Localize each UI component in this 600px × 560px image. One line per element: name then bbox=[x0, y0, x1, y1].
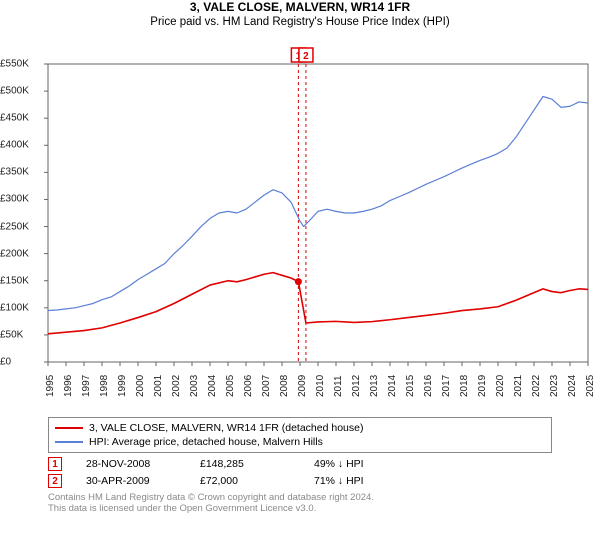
x-tick-label: 2010 bbox=[315, 375, 326, 397]
transaction-row: 1 28-NOV-2008 £148,285 49% ↓ HPI bbox=[48, 457, 552, 471]
legend-label: 3, VALE CLOSE, MALVERN, WR14 1FR (detach… bbox=[89, 422, 363, 434]
legend: 3, VALE CLOSE, MALVERN, WR14 1FR (detach… bbox=[48, 417, 552, 453]
x-axis-labels: 1995 1996 1997 1998 1999 2000 2001 2002 2003 2004… bbox=[0, 28, 600, 408]
legend-swatch bbox=[55, 441, 83, 444]
transactions-list: 1 28-NOV-2008 £148,285 49% ↓ HPI 2 30-APR-200… bbox=[0, 457, 600, 488]
transaction-date: 28-NOV-2008 bbox=[86, 458, 176, 470]
transaction-vs-hpi: 71% ↓ HPI bbox=[314, 475, 404, 487]
x-tick-label: 2017 bbox=[441, 375, 452, 397]
x-tick-label: 2012 bbox=[351, 375, 362, 397]
transaction-vs-hpi: 49% ↓ HPI bbox=[314, 458, 404, 470]
x-tick-label: 2004 bbox=[207, 375, 218, 397]
x-tick-label: 2016 bbox=[423, 375, 434, 397]
x-tick-label: 2023 bbox=[549, 375, 560, 397]
x-tick-label: 1997 bbox=[81, 375, 92, 397]
transaction-marker: 1 bbox=[48, 457, 62, 471]
x-tick-label: 2008 bbox=[279, 375, 290, 397]
x-tick-label: 1995 bbox=[45, 375, 56, 397]
page-subtitle: Price paid vs. HM Land Registry's House … bbox=[0, 16, 600, 28]
x-tick-label: 1996 bbox=[63, 375, 74, 397]
x-tick-label: 2020 bbox=[495, 375, 506, 397]
x-tick-label: 2003 bbox=[189, 375, 200, 397]
x-tick-label: 2000 bbox=[135, 375, 146, 397]
x-tick-label: 2013 bbox=[369, 375, 380, 397]
transaction-date: 30-APR-2009 bbox=[86, 475, 176, 487]
attribution-footer: Contains HM Land Registry data © Crown c… bbox=[48, 492, 552, 514]
x-tick-label: 1999 bbox=[117, 375, 128, 397]
x-tick-label: 2022 bbox=[531, 375, 542, 397]
x-tick-label: 2014 bbox=[387, 375, 398, 397]
legend-row: 3, VALE CLOSE, MALVERN, WR14 1FR (detach… bbox=[55, 421, 545, 435]
x-tick-label: 2006 bbox=[243, 375, 254, 397]
legend-row: HPI: Average price, detached house, Malv… bbox=[55, 435, 545, 449]
x-tick-label: 2015 bbox=[405, 375, 416, 397]
footer-line-2: This data is licensed under the Open Gov… bbox=[48, 503, 552, 514]
x-tick-label: 2018 bbox=[459, 375, 470, 397]
x-tick-label: 2009 bbox=[297, 375, 308, 397]
x-tick-label: 2007 bbox=[261, 375, 272, 397]
x-tick-label: 2021 bbox=[513, 375, 524, 397]
legend-swatch bbox=[55, 427, 83, 430]
x-tick-label: 1998 bbox=[99, 375, 110, 397]
x-tick-label: 2024 bbox=[567, 375, 578, 397]
legend-label: HPI: Average price, detached house, Malv… bbox=[89, 436, 323, 448]
transaction-row: 2 30-APR-2009 £72,000 71% ↓ HPI bbox=[48, 474, 552, 488]
transaction-marker: 2 bbox=[48, 474, 62, 488]
x-tick-label: 2025 bbox=[585, 375, 596, 397]
transaction-price: £148,285 bbox=[200, 458, 290, 470]
x-tick-label: 2002 bbox=[171, 375, 182, 397]
x-tick-label: 2005 bbox=[225, 375, 236, 397]
transaction-price: £72,000 bbox=[200, 475, 290, 487]
x-tick-label: 2001 bbox=[153, 375, 164, 397]
x-tick-label: 2019 bbox=[477, 375, 488, 397]
footer-line-1: Contains HM Land Registry data © Crown c… bbox=[48, 492, 552, 503]
chart-area: 12 £0£50K£100K£150K£200K£250K£300K£350K£… bbox=[0, 28, 600, 413]
x-tick-label: 2011 bbox=[333, 375, 344, 397]
page-title: 3, VALE CLOSE, MALVERN, WR14 1FR bbox=[0, 0, 600, 14]
